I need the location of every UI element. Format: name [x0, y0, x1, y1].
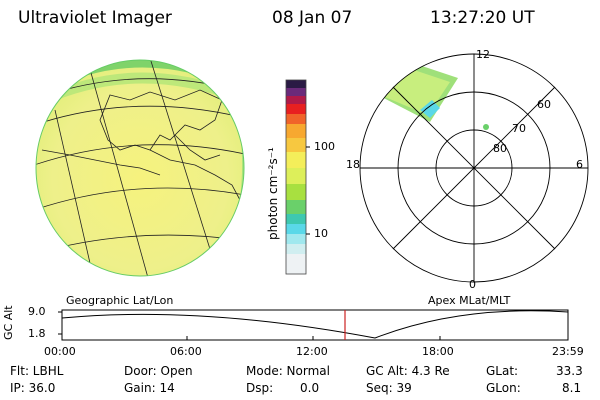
time-tick-0000: 00:00	[44, 345, 76, 358]
info-dsp-label: Dsp:	[246, 381, 274, 395]
mlt-label-6: 6	[576, 158, 583, 171]
mlat-label-80: 80	[493, 142, 507, 155]
info-seq: Seq: 39	[366, 381, 412, 395]
altitude-tick-low: 1.8	[28, 327, 46, 340]
mlt-label-12: 12	[476, 48, 490, 61]
altitude-tick-high: 9.0	[28, 305, 46, 318]
time-tick-0600: 06:00	[170, 345, 202, 358]
time-tick-2359: 23:59	[552, 345, 584, 358]
info-mode: Mode: Normal	[246, 364, 330, 378]
date-label: 08 Jan 07	[272, 8, 353, 28]
info-door: Door: Open	[124, 364, 193, 378]
info-glon-value: 8.1	[562, 381, 582, 395]
instrument-title: Ultraviolet Imager	[18, 8, 172, 28]
time-tick-1200: 12:00	[296, 345, 328, 358]
info-dsp-value: 0.0	[300, 381, 320, 395]
time-tick-1800: 18:00	[422, 345, 454, 358]
info-gain: Gain: 14	[124, 381, 175, 395]
info-flt: Flt: LBHL	[10, 364, 64, 378]
info-glat-value: 33.3	[556, 364, 583, 378]
colorbar	[285, 79, 310, 275]
colorbar-tick-10: 10	[314, 227, 328, 240]
mlat-label-70: 70	[512, 122, 526, 135]
altitude-plot	[58, 309, 569, 341]
info-glon-label: GLon:	[486, 381, 521, 395]
info-gc-alt: GC Alt: 4.3 Re	[366, 364, 450, 378]
geographic-panel-label: Geographic Lat/Lon	[66, 294, 174, 307]
polar-plot	[359, 53, 589, 283]
mlat-label-60: 60	[537, 98, 551, 111]
colorbar-tick-100: 100	[314, 140, 335, 153]
info-ip: IP: 36.0	[10, 381, 56, 395]
altitude-axis-label: GC Alt	[2, 305, 15, 340]
colorbar-label: photon cm⁻²s⁻¹	[266, 147, 280, 240]
apex-panel-label: Apex MLat/MLT	[428, 294, 511, 307]
globe-image	[35, 59, 245, 277]
mlt-label-18: 18	[346, 158, 360, 171]
mlt-label-0: 0	[469, 278, 476, 291]
info-glat-label: GLat:	[486, 364, 519, 378]
time-label: 13:27:20 UT	[430, 8, 535, 28]
